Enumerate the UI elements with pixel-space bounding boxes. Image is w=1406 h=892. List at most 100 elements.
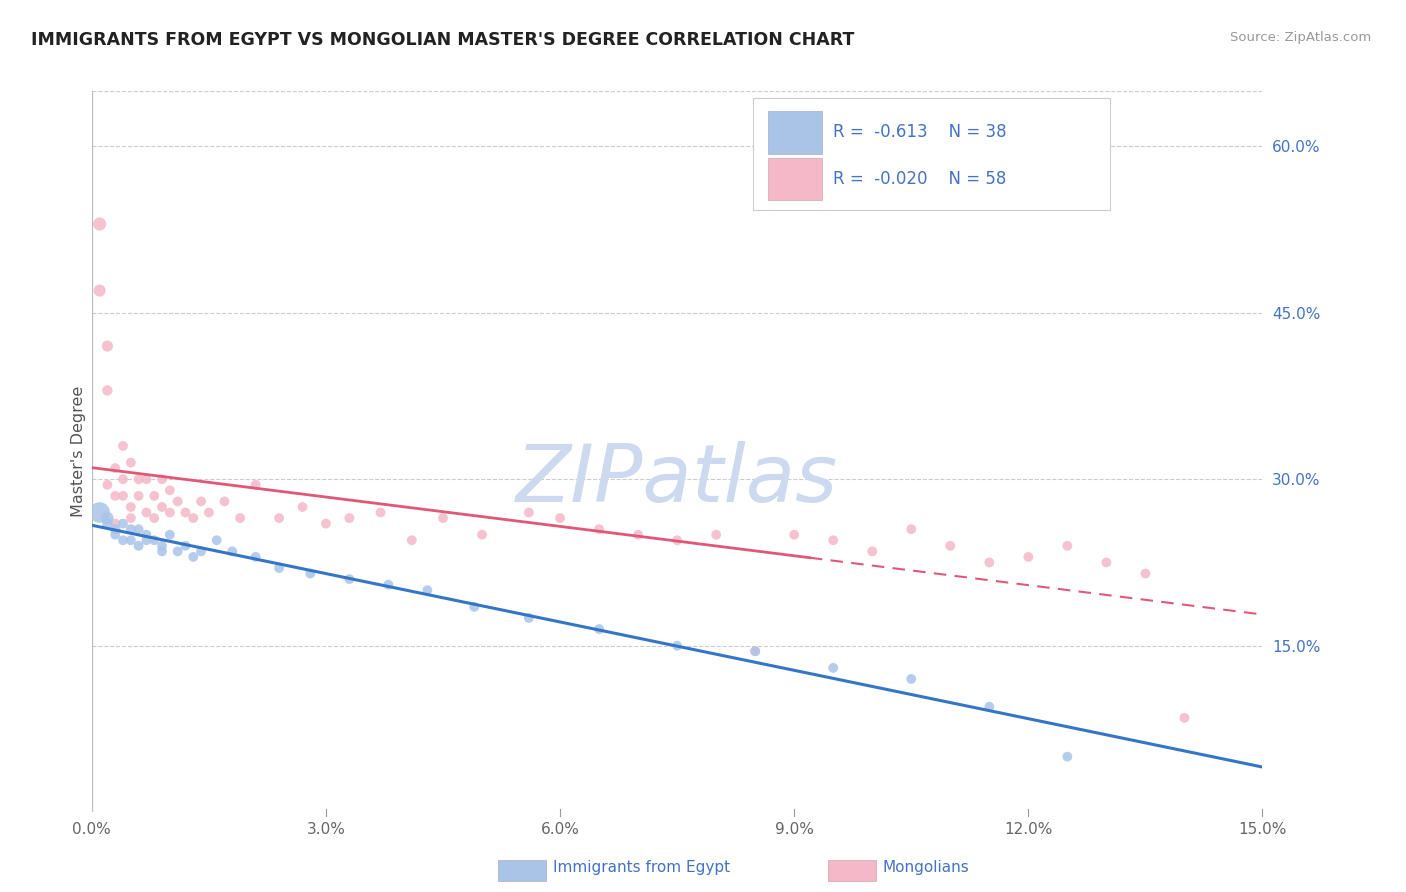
Point: [111, 489, 134, 503]
Point: [245, 477, 267, 491]
Point: [666, 639, 689, 653]
Point: [96, 511, 118, 525]
Point: [120, 500, 142, 514]
Point: [150, 539, 173, 553]
Point: [143, 533, 166, 548]
Point: [370, 506, 392, 520]
Point: [89, 217, 111, 231]
Point: [979, 699, 1001, 714]
Point: [190, 494, 212, 508]
Text: Immigrants from Egypt: Immigrants from Egypt: [553, 860, 730, 874]
Point: [150, 500, 173, 514]
Point: [463, 599, 485, 614]
Point: [159, 506, 181, 520]
Point: [1056, 539, 1078, 553]
Point: [588, 622, 610, 636]
Point: [627, 527, 650, 541]
Point: [269, 511, 291, 525]
Point: [205, 533, 228, 548]
Point: [89, 284, 111, 298]
Point: [823, 533, 845, 548]
Point: [181, 511, 204, 525]
Point: [128, 489, 150, 503]
FancyBboxPatch shape: [754, 98, 1111, 210]
Point: [245, 549, 267, 564]
Point: [744, 644, 766, 658]
Point: [104, 489, 127, 503]
Point: [337, 572, 360, 586]
Point: [104, 516, 127, 531]
Point: [143, 489, 166, 503]
Point: [120, 511, 142, 525]
Point: [111, 439, 134, 453]
Point: [1135, 566, 1157, 581]
Point: [96, 384, 118, 398]
Point: [517, 611, 540, 625]
Point: [588, 522, 610, 536]
Point: [150, 472, 173, 486]
Point: [1017, 549, 1039, 564]
Text: IMMIGRANTS FROM EGYPT VS MONGOLIAN MASTER'S DEGREE CORRELATION CHART: IMMIGRANTS FROM EGYPT VS MONGOLIAN MASTE…: [31, 31, 855, 49]
Text: R =  -0.613    N = 38: R = -0.613 N = 38: [832, 123, 1007, 141]
Point: [401, 533, 423, 548]
Y-axis label: Master's Degree: Master's Degree: [72, 386, 86, 517]
Point: [548, 511, 571, 525]
Point: [128, 522, 150, 536]
Text: Mongolians: Mongolians: [883, 860, 970, 874]
Text: R =  -0.020    N = 58: R = -0.020 N = 58: [832, 169, 1007, 188]
Point: [104, 461, 127, 475]
Point: [666, 533, 689, 548]
Point: [174, 539, 197, 553]
Point: [517, 506, 540, 520]
Point: [221, 544, 243, 558]
Point: [1095, 556, 1118, 570]
Point: [104, 522, 127, 536]
Point: [174, 506, 197, 520]
Point: [135, 472, 157, 486]
Point: [104, 527, 127, 541]
Point: [229, 511, 252, 525]
Point: [128, 539, 150, 553]
Point: [96, 516, 118, 531]
Point: [159, 483, 181, 498]
Point: [111, 533, 134, 548]
Point: [1173, 711, 1195, 725]
Point: [299, 566, 322, 581]
Point: [120, 533, 142, 548]
Point: [269, 561, 291, 575]
Point: [979, 556, 1001, 570]
Point: [190, 544, 212, 558]
Point: [135, 527, 157, 541]
Point: [291, 500, 314, 514]
Point: [823, 661, 845, 675]
Point: [120, 522, 142, 536]
Text: Source: ZipAtlas.com: Source: ZipAtlas.com: [1230, 31, 1371, 45]
Point: [135, 506, 157, 520]
Text: ZIPatlas: ZIPatlas: [516, 442, 838, 519]
Point: [432, 511, 454, 525]
Point: [111, 472, 134, 486]
Point: [120, 456, 142, 470]
Point: [143, 511, 166, 525]
Point: [89, 506, 111, 520]
Point: [96, 477, 118, 491]
Point: [1056, 749, 1078, 764]
Point: [181, 549, 204, 564]
Point: [744, 644, 766, 658]
Point: [377, 577, 399, 591]
Point: [166, 494, 188, 508]
Point: [860, 544, 883, 558]
Point: [150, 544, 173, 558]
Point: [471, 527, 494, 541]
Point: [135, 533, 157, 548]
Point: [96, 339, 118, 353]
Point: [198, 506, 221, 520]
Point: [337, 511, 360, 525]
Point: [900, 522, 922, 536]
Point: [166, 544, 188, 558]
FancyBboxPatch shape: [769, 158, 823, 201]
Point: [159, 527, 181, 541]
Point: [128, 472, 150, 486]
Point: [416, 583, 439, 598]
Point: [315, 516, 337, 531]
